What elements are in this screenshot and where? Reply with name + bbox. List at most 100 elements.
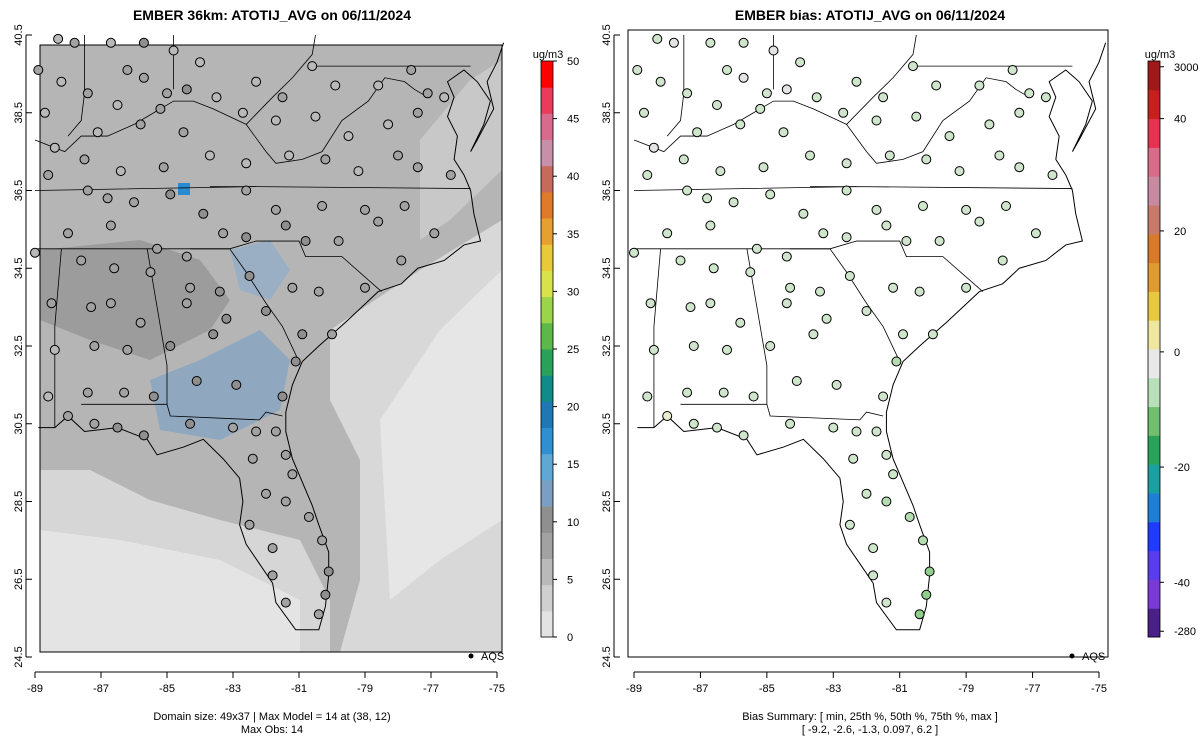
x-tick-label: -75 [489, 683, 505, 695]
y-tick-label: 32.5 [13, 335, 25, 356]
station-point [277, 391, 288, 402]
station-point [267, 570, 278, 581]
state-border [666, 35, 685, 137]
colorbar-tick-label: 40 [567, 171, 579, 183]
bias-station-point [682, 185, 693, 196]
station-point [313, 286, 324, 297]
colorbar-segment [1148, 608, 1160, 638]
colorbar-tick-label: 3000 [1174, 62, 1198, 74]
station-point [261, 488, 271, 499]
bias-station-point [1030, 228, 1041, 239]
left-panel: EMBER 36km: ATOTIJ_AVG on 06/11/2024 AQS… [13, 7, 579, 736]
y-tick-label: 32.5 [601, 335, 613, 356]
station-point [211, 92, 222, 103]
station-point [105, 220, 116, 231]
station-point [198, 208, 209, 219]
colorbar-segment [1148, 147, 1160, 177]
bias-station-point [868, 570, 879, 581]
station-point [320, 154, 331, 165]
x-tick-label: -85 [159, 683, 175, 695]
station-point [63, 411, 73, 421]
colorbar-tick-label: 15 [567, 459, 579, 471]
station-point [138, 72, 149, 83]
colorbar-tick-label: 0 [567, 632, 573, 644]
station-point [284, 150, 295, 161]
bias-station-point [705, 220, 716, 231]
station-point [244, 271, 255, 281]
state-border [653, 248, 661, 428]
station-point [422, 88, 433, 99]
x-tick-label: -81 [892, 683, 908, 695]
bias-station-point [815, 286, 825, 297]
state-border [846, 77, 1030, 164]
station-point [412, 107, 423, 118]
station-point [89, 418, 100, 429]
colorbar-segment [541, 506, 553, 533]
bias-station-point [1047, 170, 1058, 180]
station-point [115, 166, 126, 177]
bias-station-point [688, 418, 699, 429]
bias-station-point [639, 107, 649, 118]
bias-station-point [961, 282, 972, 293]
y-tick-label: 34.5 [601, 258, 613, 279]
bias-station-point [722, 344, 732, 355]
station-point [412, 162, 423, 173]
bias-station-point [642, 391, 653, 402]
bias-station-point [861, 306, 872, 316]
state-border [829, 240, 984, 292]
station-point [237, 107, 248, 118]
station-point [158, 162, 169, 173]
bias-station-point [841, 158, 852, 169]
bias-station-point [781, 84, 792, 95]
bias-station-point [914, 609, 925, 620]
bias-station-point [914, 286, 925, 297]
station-point [30, 247, 40, 258]
y-tick-label: 36.5 [13, 180, 25, 201]
station-point [310, 111, 321, 122]
station-point [360, 204, 370, 215]
colorbar-segment [541, 427, 553, 455]
left-legend-label: AQS [481, 651, 504, 663]
station-point [317, 535, 328, 546]
station-point [56, 76, 67, 87]
station-point [343, 131, 354, 142]
station-point [241, 158, 252, 169]
colorbar-segment [541, 532, 553, 559]
station-point [360, 282, 370, 293]
bias-station-point [722, 65, 732, 75]
y-tick-label: 28.5 [13, 491, 25, 512]
model-field-blue-region-2 [230, 240, 290, 300]
left-state-boundaries [34, 34, 505, 631]
bias-station-point [738, 72, 749, 83]
bias-station-point [648, 344, 659, 355]
right-colorbar-unit: ug/m3 [1145, 49, 1176, 61]
station-point [195, 57, 205, 68]
station-point [214, 286, 225, 297]
bias-station-point [844, 519, 855, 530]
bias-station-point [888, 469, 899, 480]
station-point [129, 197, 139, 208]
station-point [270, 426, 281, 437]
bias-station-point [708, 263, 719, 274]
colorbar-segment [1148, 435, 1160, 465]
station-point [49, 344, 60, 355]
station-point [152, 243, 163, 254]
bias-station-point [911, 111, 922, 122]
right-x-axis: -89 -87 -85 -83 -81 -79 -77 -75 [626, 671, 1107, 695]
colorbar-segment [1148, 176, 1160, 206]
state-border [846, 34, 917, 125]
bias-station-point [798, 208, 809, 219]
bias-station-point [898, 329, 908, 340]
right-map-frame [627, 29, 1109, 658]
station-point [270, 115, 281, 126]
bias-station-point [675, 255, 686, 266]
right-legend-label: AQS [1082, 651, 1105, 663]
station-point [287, 282, 298, 293]
station-point [49, 142, 60, 153]
right-colorbar: -280 -40 -20 0 20 40 3000 [1147, 60, 1198, 638]
station-point [228, 422, 238, 433]
station-point [251, 426, 262, 437]
bias-station-point [1014, 107, 1025, 118]
x-tick-label: -79 [958, 683, 974, 695]
station-point [383, 119, 394, 130]
